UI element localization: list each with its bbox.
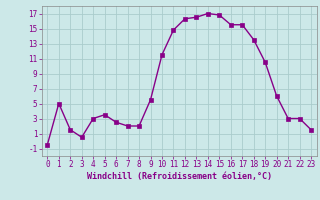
X-axis label: Windchill (Refroidissement éolien,°C): Windchill (Refroidissement éolien,°C) <box>87 172 272 181</box>
